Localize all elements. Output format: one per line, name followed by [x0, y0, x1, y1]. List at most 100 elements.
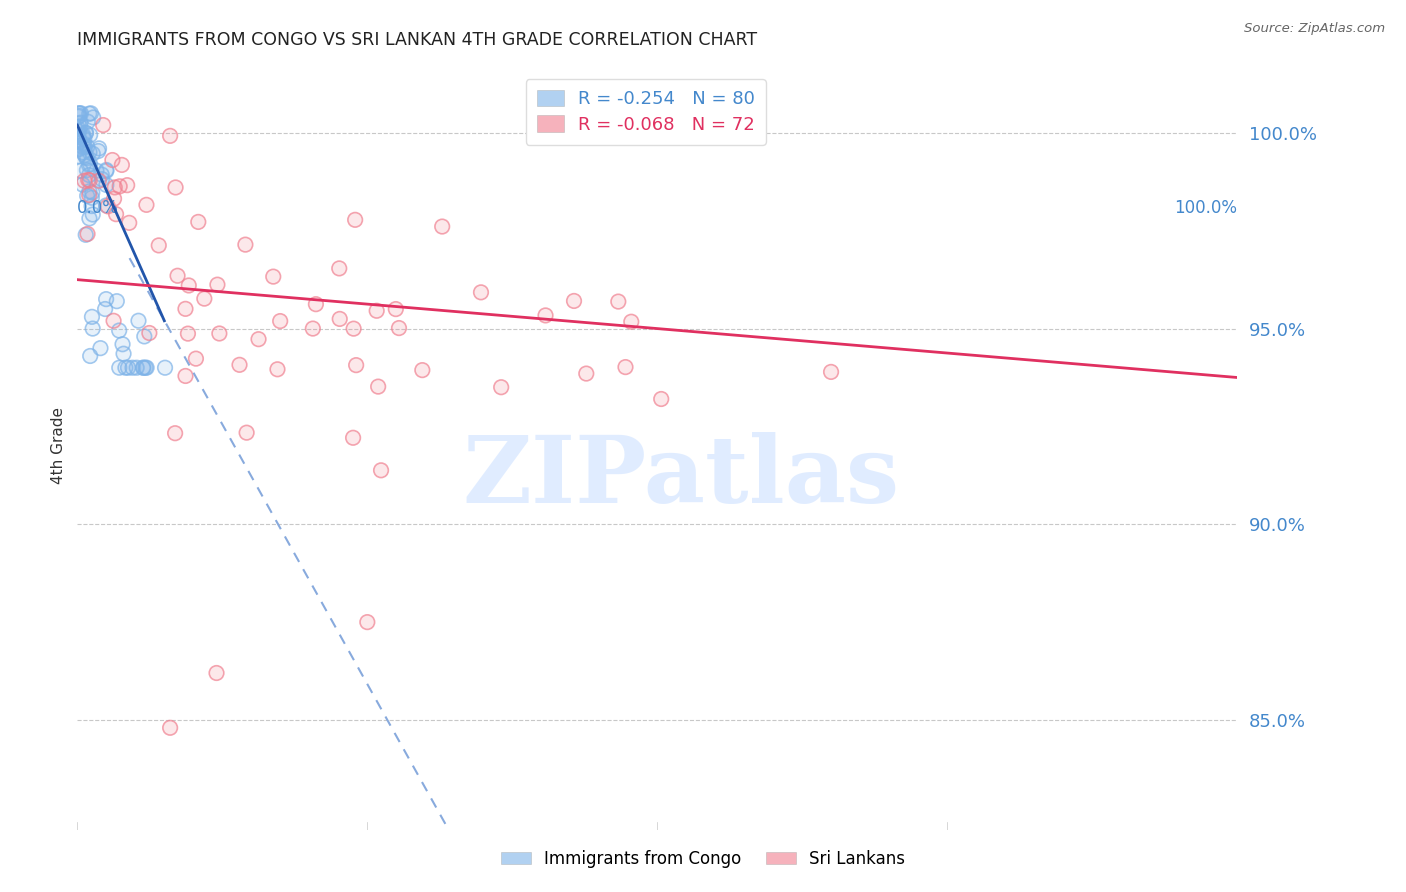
Point: [75, 227, 97, 242]
Point: [73, 132, 96, 146]
Legend: Immigrants from Congo, Sri Lankans: Immigrants from Congo, Sri Lankans: [494, 844, 912, 875]
Point: [177, 278, 200, 293]
Point: [135, 198, 157, 212]
Point: [174, 368, 197, 383]
Point: [82, 111, 104, 125]
Point: [108, 179, 131, 194]
Point: [388, 321, 411, 335]
Point: [575, 367, 598, 381]
Point: [79, 184, 101, 198]
Point: [89, 341, 111, 355]
Point: [607, 294, 630, 309]
Point: [73, 139, 96, 153]
Point: [75, 126, 97, 140]
Point: [607, 294, 630, 309]
Point: [148, 238, 170, 252]
Point: [388, 321, 411, 335]
Point: [159, 721, 181, 735]
Point: [73, 136, 96, 151]
Point: [76, 140, 98, 154]
Point: [82, 321, 104, 335]
Point: [70, 163, 93, 178]
Point: [489, 380, 512, 394]
Point: [153, 360, 176, 375]
Point: [165, 180, 187, 194]
Point: [80, 310, 103, 324]
Point: [72, 128, 94, 143]
Point: [79, 157, 101, 171]
Point: [207, 277, 229, 292]
Point: [76, 151, 98, 165]
Point: [329, 312, 352, 326]
Point: [73, 132, 96, 146]
Point: [115, 178, 138, 193]
Point: [187, 215, 209, 229]
Point: [174, 368, 197, 383]
Point: [108, 360, 131, 375]
Point: [235, 425, 257, 440]
Point: [159, 128, 181, 143]
Point: [67, 125, 90, 139]
Point: [135, 360, 157, 375]
Point: [67, 134, 90, 148]
Point: [105, 207, 128, 221]
Point: [67, 109, 90, 123]
Point: [344, 212, 367, 227]
Point: [207, 277, 229, 292]
Point: [87, 144, 110, 158]
Point: [138, 326, 160, 340]
Point: [79, 128, 101, 142]
Point: [411, 363, 433, 377]
Point: [77, 158, 100, 172]
Point: [76, 114, 98, 128]
Point: [97, 199, 120, 213]
Point: [108, 179, 131, 194]
Point: [366, 303, 388, 318]
Point: [127, 314, 149, 328]
Point: [302, 321, 325, 335]
Point: [73, 136, 96, 151]
Point: [165, 426, 187, 441]
Point: [366, 303, 388, 318]
Point: [70, 106, 93, 120]
Point: [87, 174, 110, 188]
Point: [343, 321, 366, 335]
Point: [101, 153, 124, 167]
Point: [75, 148, 97, 162]
Point: [79, 349, 101, 363]
Point: [108, 360, 131, 375]
Point: [114, 360, 136, 375]
Point: [73, 139, 96, 153]
Text: 100.0%: 100.0%: [1174, 199, 1237, 217]
Point: [77, 188, 100, 202]
Point: [302, 321, 325, 335]
Point: [121, 360, 143, 375]
Point: [69, 142, 91, 156]
Point: [82, 207, 104, 221]
Point: [329, 312, 352, 326]
Point: [79, 145, 101, 159]
Point: [193, 292, 215, 306]
Point: [67, 110, 90, 124]
Point: [228, 358, 250, 372]
Point: [135, 198, 157, 212]
Point: [82, 111, 104, 125]
Point: [96, 198, 118, 212]
Point: [614, 360, 637, 375]
Point: [72, 129, 94, 144]
Point: [75, 150, 97, 164]
Point: [105, 207, 128, 221]
Point: [575, 367, 598, 381]
Point: [79, 173, 101, 187]
Text: Source: ZipAtlas.com: Source: ZipAtlas.com: [1244, 22, 1385, 36]
Point: [205, 665, 228, 680]
Point: [67, 125, 90, 139]
Point: [820, 365, 842, 379]
Point: [79, 157, 101, 171]
Point: [67, 130, 90, 145]
Point: [269, 314, 291, 328]
Point: [67, 134, 90, 148]
Point: [79, 173, 101, 187]
Point: [193, 292, 215, 306]
Point: [67, 122, 90, 136]
